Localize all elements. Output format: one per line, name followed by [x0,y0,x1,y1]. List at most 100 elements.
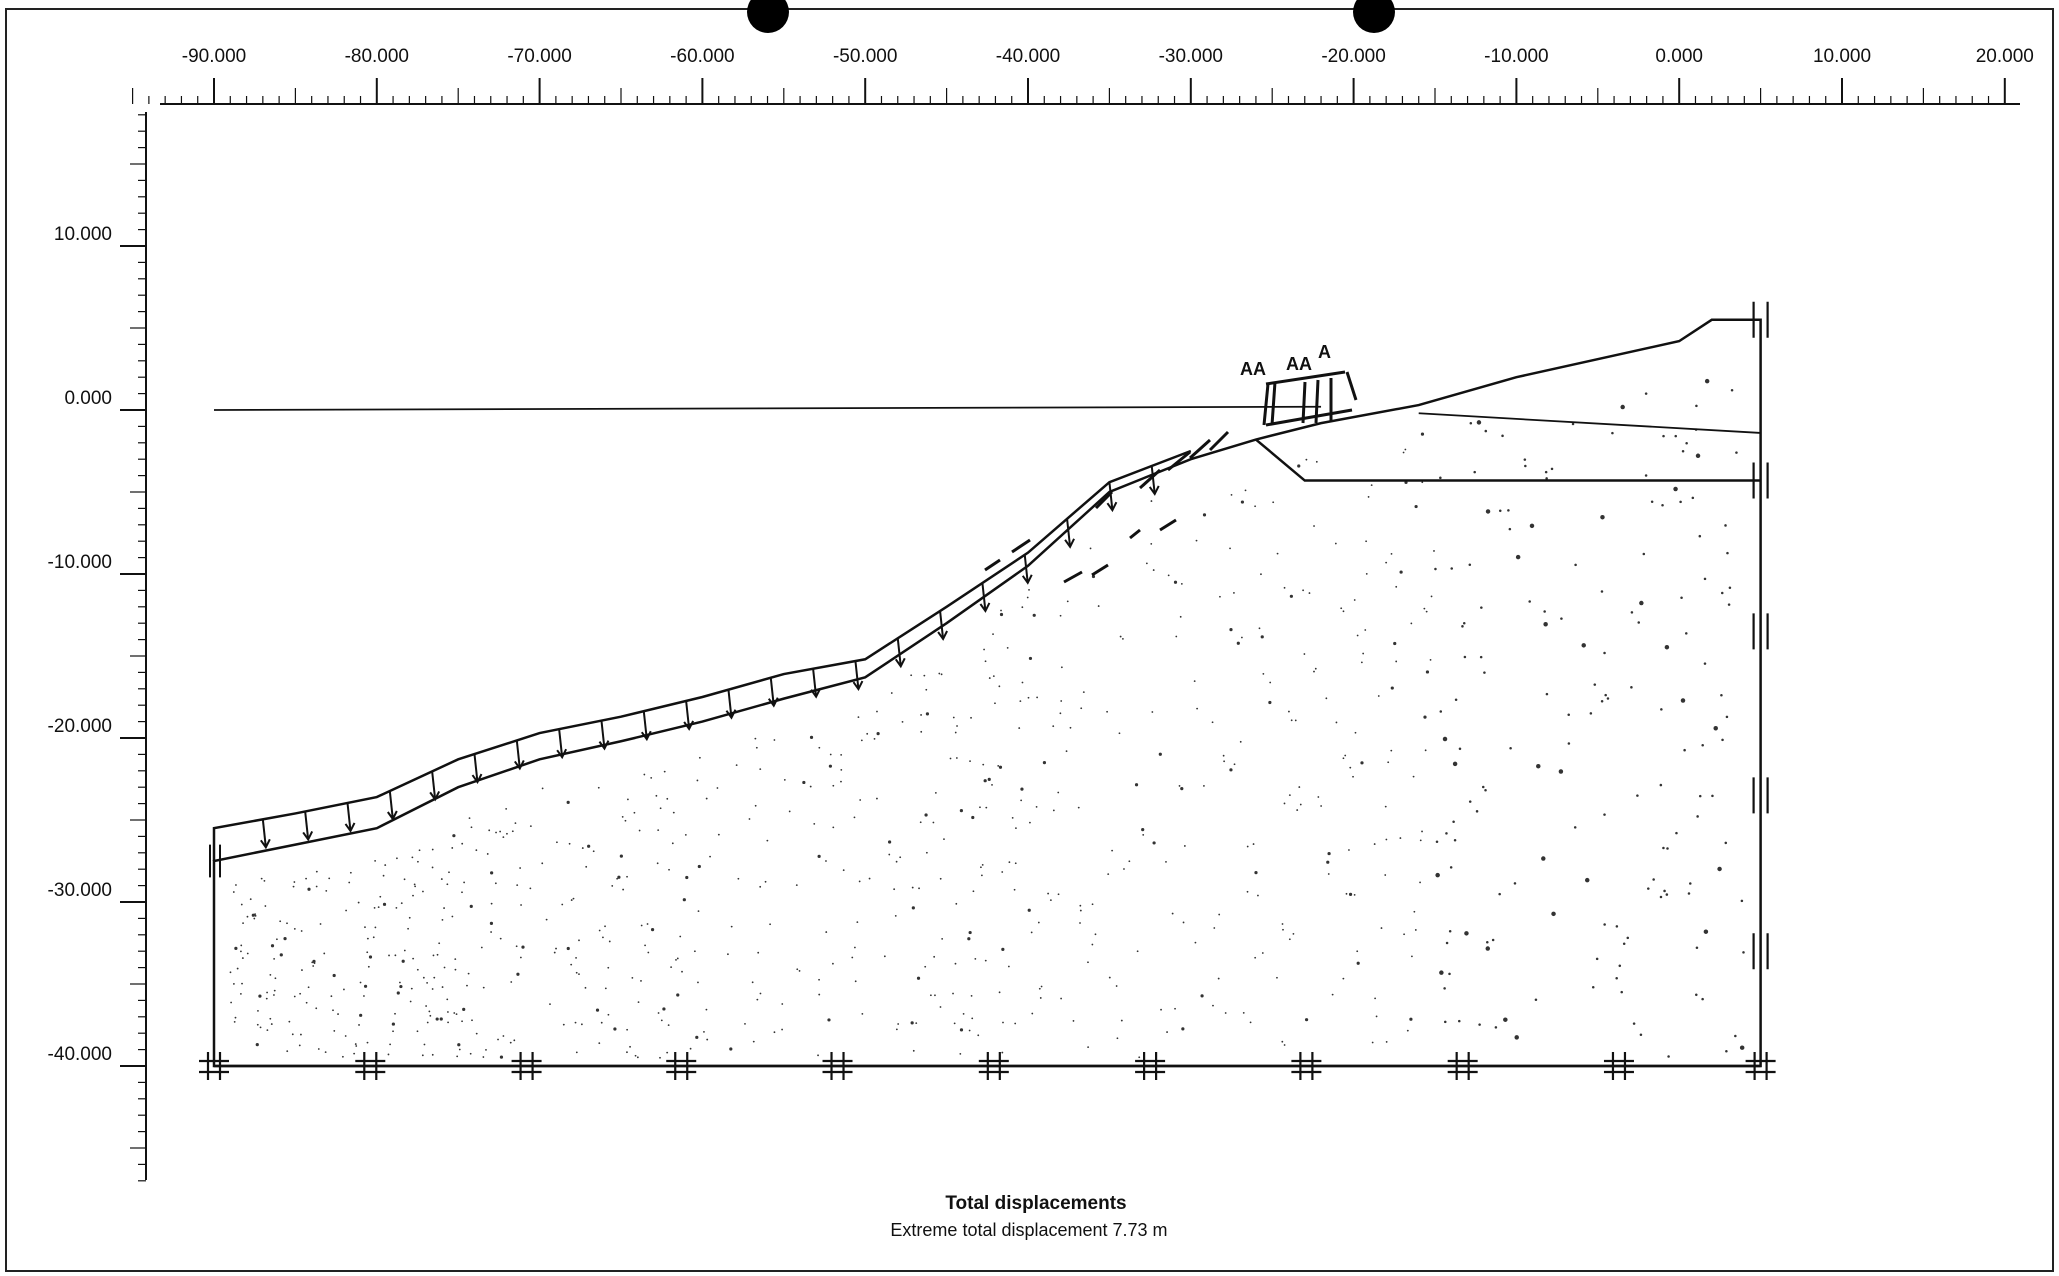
soil-dot [273,957,276,960]
soil-dot [1276,552,1279,555]
soil-dot [1047,892,1050,895]
soil-dot [431,848,434,851]
soil-dot [1294,719,1297,722]
soil-dot [1091,943,1094,946]
soil-dot [1406,1029,1409,1032]
soil-dot [1630,611,1634,614]
soil-dot [1560,617,1563,620]
soil-dot [832,784,835,787]
soil-dot [270,1023,273,1025]
soil-dot [1119,635,1122,638]
soil-dot [359,1013,363,1017]
soil-dot [1120,1019,1123,1022]
soil-dot [829,753,832,756]
soil-dot [470,826,473,829]
soil-dot [1134,783,1139,787]
soil-dot [1094,933,1097,936]
soil-dot [1302,589,1305,592]
soil-dot [1013,888,1016,891]
soil-dot [646,923,649,925]
x-axis-tick-label: -60.000 [670,46,734,67]
soil-dot [259,1026,262,1029]
soil-dot [974,957,977,960]
soil-dot [1365,540,1368,543]
soil-dot [970,716,972,719]
soil-dot [941,938,944,940]
soil-dot [1299,803,1302,806]
soil-dot [1059,712,1062,715]
soil-dot [549,1003,551,1006]
soil-dot [1390,686,1394,690]
soil-dot [556,841,558,844]
soil-dot [1218,913,1221,916]
soil-dot [300,930,303,932]
soil-dot [301,969,303,971]
soil-dot [324,1051,327,1054]
soil-dot [1283,586,1286,589]
soil-dot [232,891,235,893]
soil-dot [1384,874,1387,876]
soil-dot [1603,813,1606,816]
soil-dot [679,935,682,938]
soil-dot [858,880,861,883]
soil-dot [1032,613,1036,617]
soil-dot [938,672,941,675]
soil-dot [1269,681,1272,684]
displacement-arrow [854,660,860,690]
soil-dot [1087,961,1089,964]
soil-dot [876,710,878,713]
soil-dot [1424,749,1427,752]
soil-dot [1173,580,1178,584]
soil-dot [1571,422,1575,426]
soil-dot [485,1048,487,1051]
soil-dot [1377,695,1380,697]
soil-dot [1348,892,1353,896]
soil-dot [1296,809,1299,811]
soil-dot [1664,644,1670,650]
soil-dot [446,883,449,886]
soil-dot [461,1020,463,1023]
soil-dot [1371,1041,1374,1044]
soil-dot [1550,467,1554,471]
soil-dot [587,844,591,848]
soil-dot [475,1032,478,1035]
soil-dot [1233,592,1235,594]
soil-dot [727,953,729,956]
soil-dot [1600,514,1605,520]
soil-dot [1069,726,1072,729]
soil-dot [433,976,436,979]
soil-dot [788,810,791,813]
soil-dot [1551,911,1556,917]
soil-dot [883,955,886,958]
soil-dot [516,972,520,976]
soil-dot [555,947,557,950]
soil-dot [1484,789,1487,792]
soil-dot [344,1035,347,1037]
soil-dot [1202,513,1207,517]
soil-dot [1097,605,1100,607]
soil-dot [1680,596,1683,600]
soil-dot [1730,388,1734,392]
soil-dot [1039,997,1042,999]
fixity-symbol [1135,1052,1166,1080]
soil-dot [570,899,573,901]
soil-dot [240,944,243,947]
soil-dot [954,962,957,965]
soil-dot [367,965,370,968]
soil-dot [1079,904,1082,907]
soil-dot [422,976,425,979]
fixity-symbol [1447,1052,1478,1080]
soil-dot [1739,1045,1745,1050]
soil-dot [663,770,666,773]
soil-dot [894,914,897,917]
displacement-arrow [727,689,733,718]
soil-dot [1049,899,1052,902]
soil-dot [994,702,996,705]
displacement-arrow [431,771,437,800]
y-axis-tick-label: -40.000 [48,1044,112,1065]
soil-dot [1035,805,1038,808]
soil-dot [895,1028,898,1031]
soil-dot [967,937,971,941]
soil-dot [1052,809,1055,812]
soil-dot [1246,845,1249,848]
